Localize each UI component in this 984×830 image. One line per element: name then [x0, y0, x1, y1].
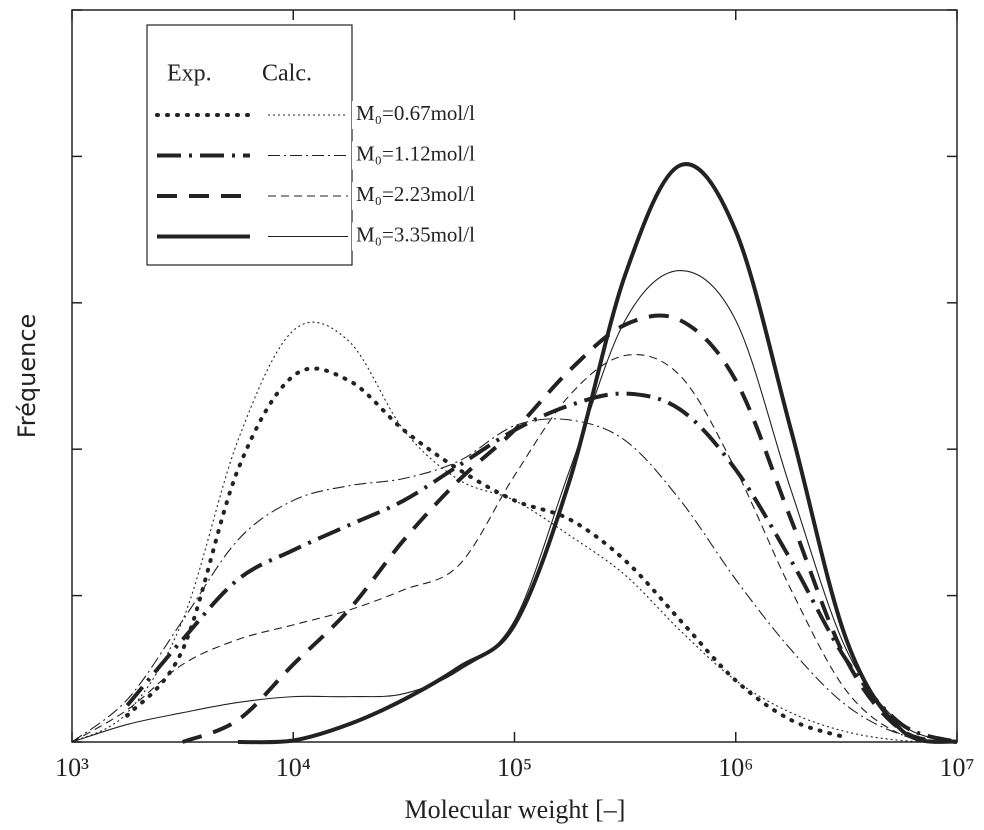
calc-line	[71, 321, 958, 743]
legend-label-bg	[352, 222, 479, 251]
legend-label: M₀=0.67mol/l	[356, 101, 475, 125]
legend-box	[146, 24, 353, 266]
legend-label: M₀=3.35mol/l	[356, 222, 475, 246]
calc-line	[71, 418, 958, 743]
x-tick-label: 10³	[55, 753, 89, 782]
legend-label-bg	[352, 141, 479, 170]
x-tick-label: 10⁷	[939, 753, 974, 782]
exp-line	[125, 366, 849, 740]
x-axis-label: Molecular weight [–]	[405, 795, 626, 824]
exp-line	[237, 162, 958, 745]
legend-header: Calc.	[262, 61, 312, 87]
x-tick-label: 10⁵	[497, 753, 532, 782]
calc-line	[71, 270, 958, 743]
legend-label: M₀=1.12mol/l	[356, 141, 475, 165]
calc-line	[71, 354, 958, 743]
exp-line	[125, 391, 958, 744]
x-tick-label: 10⁴	[276, 753, 311, 782]
y-axis-label: Fréquence	[13, 314, 41, 439]
legend-header: Exp.	[167, 61, 212, 87]
x-tick-label: 10⁶	[718, 753, 753, 782]
legend-label: M₀=2.23mol/l	[356, 182, 475, 206]
legend-label-bg	[352, 101, 479, 129]
exp-line	[181, 313, 958, 744]
legend-label-bg	[352, 182, 479, 210]
